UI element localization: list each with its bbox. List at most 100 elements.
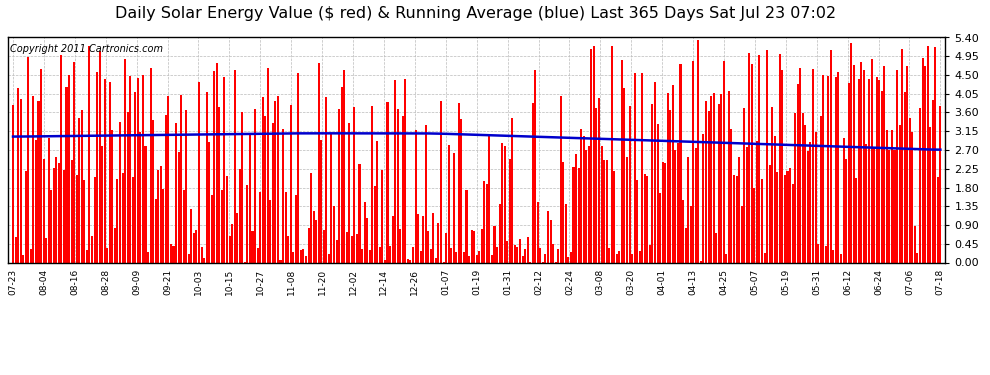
Bar bbox=[468, 256, 470, 262]
Bar bbox=[588, 146, 590, 262]
Bar bbox=[211, 195, 213, 262]
Bar bbox=[404, 79, 406, 262]
Bar bbox=[547, 211, 549, 262]
Bar bbox=[284, 192, 287, 262]
Bar bbox=[226, 176, 228, 262]
Bar bbox=[493, 226, 496, 262]
Bar bbox=[417, 214, 419, 262]
Bar bbox=[333, 207, 335, 262]
Bar bbox=[389, 246, 391, 262]
Bar bbox=[771, 107, 773, 262]
Bar bbox=[896, 70, 898, 262]
Bar bbox=[33, 96, 35, 262]
Bar bbox=[873, 147, 875, 262]
Bar bbox=[794, 113, 796, 262]
Bar bbox=[224, 77, 226, 262]
Bar bbox=[428, 231, 430, 262]
Bar bbox=[344, 70, 346, 262]
Bar bbox=[606, 160, 608, 262]
Bar bbox=[154, 199, 156, 262]
Bar bbox=[331, 133, 333, 262]
Bar bbox=[585, 150, 587, 262]
Bar bbox=[339, 109, 341, 262]
Bar bbox=[781, 70, 783, 262]
Bar bbox=[593, 46, 595, 262]
Text: Daily Solar Energy Value ($ red) & Running Average (blue) Last 365 Days Sat Jul : Daily Solar Energy Value ($ red) & Runni… bbox=[115, 6, 836, 21]
Bar bbox=[86, 251, 88, 262]
Bar bbox=[659, 193, 661, 262]
Bar bbox=[201, 247, 203, 262]
Bar bbox=[517, 248, 519, 262]
Bar bbox=[669, 110, 671, 262]
Bar bbox=[731, 129, 733, 262]
Bar bbox=[644, 174, 645, 262]
Bar bbox=[646, 176, 648, 262]
Bar bbox=[363, 202, 365, 262]
Bar bbox=[35, 140, 37, 262]
Bar bbox=[847, 83, 849, 262]
Bar bbox=[491, 255, 493, 262]
Bar bbox=[326, 97, 328, 262]
Bar bbox=[721, 94, 723, 262]
Bar bbox=[305, 256, 307, 262]
Bar bbox=[888, 150, 890, 262]
Bar bbox=[577, 168, 579, 262]
Bar bbox=[870, 58, 872, 262]
Bar bbox=[193, 232, 195, 262]
Bar bbox=[81, 110, 83, 262]
Bar bbox=[590, 49, 592, 262]
Bar bbox=[300, 251, 302, 262]
Bar bbox=[697, 40, 699, 262]
Bar bbox=[648, 246, 651, 262]
Bar bbox=[535, 70, 537, 262]
Bar bbox=[135, 92, 137, 262]
Bar bbox=[682, 200, 684, 262]
Bar bbox=[206, 92, 208, 262]
Bar bbox=[559, 96, 561, 262]
Bar bbox=[177, 152, 179, 262]
Bar bbox=[723, 61, 725, 262]
Bar bbox=[310, 172, 312, 262]
Bar bbox=[624, 88, 626, 262]
Bar bbox=[634, 73, 636, 262]
Bar bbox=[70, 160, 72, 262]
Bar bbox=[91, 237, 93, 262]
Bar bbox=[695, 148, 697, 262]
Bar bbox=[73, 62, 75, 262]
Bar bbox=[142, 75, 144, 262]
Bar bbox=[170, 244, 172, 262]
Bar bbox=[613, 171, 615, 262]
Bar bbox=[855, 178, 857, 262]
Bar bbox=[807, 151, 809, 262]
Bar bbox=[435, 258, 437, 262]
Bar bbox=[348, 123, 350, 262]
Bar bbox=[899, 125, 901, 262]
Bar bbox=[213, 71, 215, 262]
Bar bbox=[758, 55, 760, 262]
Bar bbox=[425, 124, 427, 262]
Bar bbox=[912, 132, 914, 262]
Bar bbox=[524, 249, 526, 262]
Bar bbox=[544, 254, 546, 262]
Bar bbox=[562, 162, 564, 262]
Bar bbox=[463, 252, 465, 262]
Bar bbox=[237, 213, 239, 262]
Bar bbox=[710, 96, 712, 262]
Bar bbox=[797, 84, 799, 262]
Bar bbox=[259, 192, 261, 262]
Bar bbox=[410, 260, 412, 262]
Bar bbox=[822, 75, 825, 262]
Bar bbox=[828, 76, 830, 262]
Bar bbox=[496, 247, 498, 262]
Bar bbox=[392, 216, 394, 262]
Bar bbox=[292, 252, 294, 262]
Bar bbox=[850, 43, 852, 262]
Bar bbox=[460, 119, 462, 262]
Bar bbox=[384, 260, 386, 262]
Bar bbox=[308, 228, 310, 262]
Bar bbox=[774, 136, 776, 262]
Bar bbox=[713, 93, 715, 262]
Bar bbox=[152, 120, 154, 262]
Bar bbox=[674, 150, 676, 262]
Bar bbox=[629, 106, 631, 262]
